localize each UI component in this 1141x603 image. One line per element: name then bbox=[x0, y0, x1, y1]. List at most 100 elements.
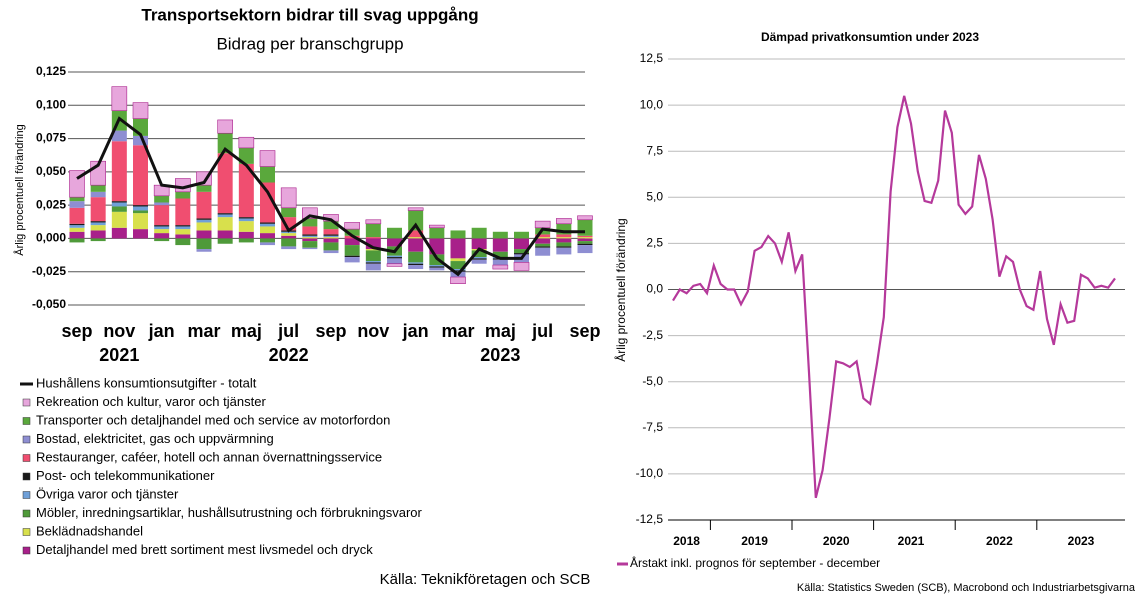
bar-segment bbox=[154, 195, 170, 203]
bar-segment bbox=[365, 262, 381, 264]
bar-segment bbox=[302, 238, 318, 242]
bar-segment bbox=[217, 230, 233, 239]
bar-segment bbox=[556, 223, 572, 235]
bar-segment bbox=[323, 238, 339, 243]
bar-segment bbox=[577, 241, 593, 244]
bar-segment bbox=[450, 258, 466, 262]
bar-segment bbox=[281, 207, 297, 218]
bar-segment bbox=[408, 237, 424, 239]
x-tick-label: nov bbox=[357, 321, 389, 341]
bar-segment bbox=[196, 249, 212, 252]
bar-segment bbox=[365, 238, 381, 250]
bar-segment bbox=[365, 237, 381, 239]
bar-segment bbox=[556, 237, 572, 239]
bar-segment bbox=[217, 217, 233, 231]
bar-segment bbox=[344, 229, 360, 236]
x-tick-label: sep bbox=[61, 321, 92, 341]
x-tick-label: jul bbox=[277, 321, 299, 341]
bar-segment bbox=[365, 249, 381, 251]
x-tick-label: jan bbox=[148, 321, 175, 341]
bar-segment bbox=[302, 237, 318, 239]
bar-segment bbox=[196, 222, 212, 231]
bar-segment bbox=[280, 187, 297, 209]
bar-segment bbox=[429, 265, 445, 267]
bar-segment bbox=[365, 263, 381, 271]
bar-segment bbox=[471, 258, 487, 260]
bar-segment bbox=[429, 267, 445, 271]
bar-segment bbox=[408, 262, 424, 264]
x-tick-label: 2022 bbox=[986, 534, 1013, 548]
bar-segment bbox=[196, 191, 212, 219]
bar-segment bbox=[408, 251, 424, 263]
bar-segment bbox=[471, 259, 487, 264]
bar-segment bbox=[69, 197, 85, 202]
bar-segment bbox=[323, 221, 339, 230]
line bbox=[672, 95, 1116, 499]
bar-segment bbox=[175, 198, 191, 226]
bar-segment bbox=[217, 153, 233, 214]
bar-segment bbox=[133, 205, 148, 207]
bar-segment bbox=[323, 242, 339, 251]
legend-swatch bbox=[22, 528, 31, 536]
bar-segment bbox=[175, 191, 191, 199]
bar-segment bbox=[450, 276, 466, 284]
legend-swatch bbox=[22, 546, 31, 555]
legend-label: Detaljhandel med brett sortiment mest li… bbox=[36, 542, 373, 557]
bar-segment bbox=[154, 205, 170, 226]
bar-segment bbox=[175, 238, 191, 246]
bar-segment bbox=[154, 225, 170, 227]
source: Källa: Statistics Sweden (SCB), Macrobon… bbox=[797, 582, 1136, 594]
x-tick-label: nov bbox=[103, 321, 135, 341]
bar-segment bbox=[302, 207, 318, 219]
bar-segment bbox=[154, 238, 170, 242]
bar-segment bbox=[90, 191, 106, 198]
bar-segment bbox=[408, 230, 424, 238]
bar-segment bbox=[535, 246, 551, 248]
bar-segment bbox=[69, 225, 85, 228]
bar-segment bbox=[196, 238, 212, 250]
bar-segment bbox=[69, 207, 85, 224]
bar-segment bbox=[69, 201, 85, 208]
y-tick-label: -2,5 bbox=[642, 328, 663, 342]
bar-segment bbox=[492, 259, 508, 266]
bar-segment bbox=[492, 238, 508, 252]
y-axis-label: Årlig procentuell förändring bbox=[13, 124, 26, 255]
x-tick-label: maj bbox=[231, 321, 262, 341]
bar-segment bbox=[111, 141, 127, 202]
bar-segment bbox=[302, 241, 318, 248]
bar-segment bbox=[111, 206, 127, 212]
legend-label: Hushållens konsumtionsutgifter - totalt bbox=[36, 375, 257, 390]
bar-segment bbox=[387, 257, 402, 259]
bar-segment bbox=[281, 238, 297, 247]
bar-segment bbox=[407, 207, 424, 211]
y-tick-label: 10,0 bbox=[640, 97, 664, 111]
bar-segment bbox=[154, 202, 170, 206]
legend-swatch bbox=[22, 417, 31, 425]
bar-segment bbox=[577, 243, 593, 246]
bar-segment bbox=[387, 227, 402, 239]
chart-title: Dämpad privatkonsumtion under 2023 bbox=[761, 30, 979, 44]
legend-swatch bbox=[22, 491, 31, 499]
bar-segment bbox=[238, 218, 254, 222]
legend-label: Årstakt inkl. prognos för september - de… bbox=[630, 555, 880, 570]
legend-label: Restauranger, caféer, hotell och annan ö… bbox=[36, 449, 382, 464]
bar-segment bbox=[238, 231, 254, 239]
bar-segment bbox=[175, 229, 191, 235]
bar-segment bbox=[259, 150, 276, 167]
bar-segment bbox=[556, 242, 572, 247]
bar-segment bbox=[90, 185, 106, 192]
bar-segment bbox=[217, 133, 233, 154]
bar-segment bbox=[534, 220, 551, 229]
bar-segment bbox=[111, 201, 127, 203]
bar-segment bbox=[111, 130, 127, 142]
bar-segment bbox=[513, 262, 530, 271]
bar-segment bbox=[281, 235, 297, 239]
x-tick-label: 2018 bbox=[673, 534, 700, 548]
y-tick-label: -10,0 bbox=[636, 466, 664, 480]
bar-segment bbox=[408, 210, 424, 231]
y-tick-label: 0,000 bbox=[36, 231, 66, 245]
bar-segment bbox=[577, 237, 593, 239]
bar-segment bbox=[133, 210, 148, 214]
bar-segment bbox=[217, 213, 233, 215]
bar-segment bbox=[90, 222, 106, 226]
